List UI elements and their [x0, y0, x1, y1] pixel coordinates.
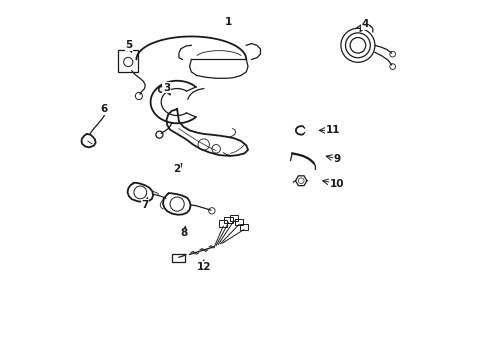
Text: 6: 6: [101, 104, 108, 114]
Text: 4: 4: [361, 19, 368, 29]
Text: 9: 9: [332, 154, 340, 164]
Text: 2: 2: [173, 165, 181, 174]
Text: 12: 12: [196, 262, 210, 272]
Text: 1: 1: [224, 17, 232, 27]
Text: 7: 7: [142, 200, 149, 210]
Text: 3: 3: [163, 83, 170, 93]
Text: 8: 8: [180, 228, 187, 238]
Text: 5: 5: [125, 40, 133, 50]
Text: 11: 11: [325, 125, 340, 135]
Text: 10: 10: [329, 179, 343, 189]
